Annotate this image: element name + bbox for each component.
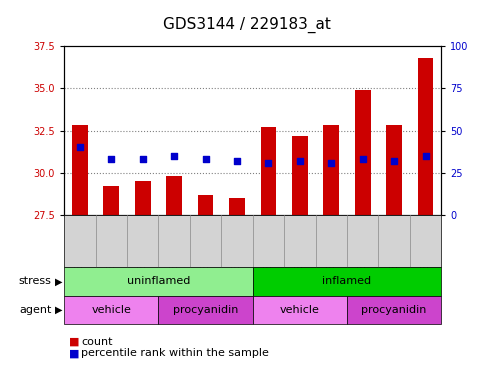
Point: [390, 158, 398, 164]
Text: agent: agent: [19, 305, 52, 315]
Text: percentile rank within the sample: percentile rank within the sample: [81, 348, 269, 358]
Bar: [260, 127, 276, 215]
Bar: [323, 126, 339, 215]
Bar: [166, 176, 182, 215]
Point: [359, 156, 367, 162]
Point: [76, 144, 84, 151]
Text: procyanidin: procyanidin: [361, 305, 427, 315]
Bar: [418, 58, 433, 215]
Point: [233, 158, 241, 164]
Text: vehicle: vehicle: [91, 305, 131, 315]
Text: uninflamed: uninflamed: [127, 276, 190, 286]
Text: ■: ■: [69, 337, 79, 347]
Text: ▶: ▶: [55, 276, 63, 286]
Point: [327, 160, 335, 166]
Point: [107, 156, 115, 162]
Point: [422, 153, 429, 159]
Point: [139, 156, 146, 162]
Bar: [104, 186, 119, 215]
Bar: [355, 90, 371, 215]
Bar: [229, 198, 245, 215]
Point: [202, 156, 210, 162]
Text: ▶: ▶: [55, 305, 63, 315]
Bar: [72, 126, 88, 215]
Text: vehicle: vehicle: [280, 305, 320, 315]
Bar: [198, 195, 213, 215]
Bar: [292, 136, 308, 215]
Bar: [386, 126, 402, 215]
Text: procyanidin: procyanidin: [173, 305, 238, 315]
Text: GDS3144 / 229183_at: GDS3144 / 229183_at: [163, 17, 330, 33]
Point: [296, 158, 304, 164]
Point: [170, 153, 178, 159]
Text: ■: ■: [69, 348, 79, 358]
Point: [264, 160, 272, 166]
Text: stress: stress: [19, 276, 52, 286]
Bar: [135, 181, 150, 215]
Text: inflamed: inflamed: [322, 276, 372, 286]
Text: count: count: [81, 337, 113, 347]
